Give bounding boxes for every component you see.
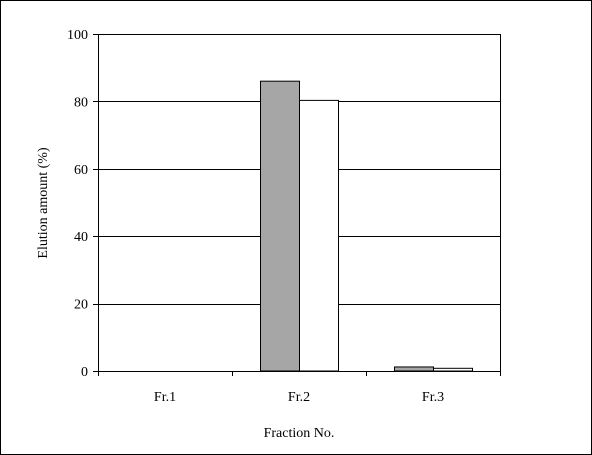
bars	[260, 80, 473, 372]
axes	[93, 34, 501, 376]
x-tick-label: Fr.2	[288, 390, 310, 405]
bar-Fr.2-series-1	[260, 80, 300, 372]
y-tick-label: 60	[74, 163, 88, 178]
y-axis-label: Elution amount (%)	[36, 147, 51, 259]
bar-Fr.2-series-2	[299, 99, 339, 372]
bar-Fr.3-series-1	[394, 366, 434, 372]
y-tick-label: 20	[74, 298, 88, 313]
x-tick-label: Fr.3	[422, 390, 444, 405]
plot-border	[98, 34, 501, 372]
y-tick-labels: 0 20 40 60 80 100	[67, 28, 88, 380]
x-tick-labels: Fr.1 Fr.2 Fr.3	[154, 390, 444, 405]
y-tick-label: 0	[81, 365, 88, 380]
x-tick-label: Fr.1	[154, 390, 176, 405]
y-tick-label: 40	[74, 230, 88, 245]
x-axis-label: Fraction No.	[264, 426, 335, 441]
y-tick-label: 100	[67, 28, 88, 43]
bar-Fr.3-series-2	[433, 367, 473, 372]
y-tick-label: 80	[74, 95, 88, 110]
